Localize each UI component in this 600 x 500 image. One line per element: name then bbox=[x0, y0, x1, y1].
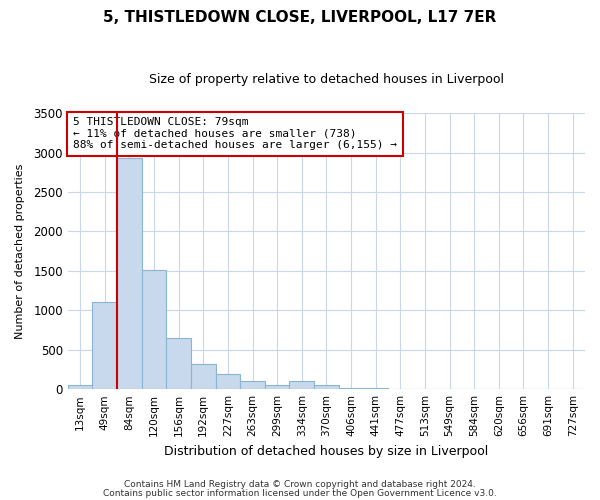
Bar bbox=[240, 382, 265, 389]
Bar bbox=[191, 364, 215, 389]
Text: 5, THISTLEDOWN CLOSE, LIVERPOOL, L17 7ER: 5, THISTLEDOWN CLOSE, LIVERPOOL, L17 7ER bbox=[103, 10, 497, 25]
Text: 5 THISTLEDOWN CLOSE: 79sqm
← 11% of detached houses are smaller (738)
88% of sem: 5 THISTLEDOWN CLOSE: 79sqm ← 11% of deta… bbox=[73, 117, 397, 150]
Bar bbox=[117, 158, 142, 389]
Bar bbox=[215, 374, 240, 389]
Text: Contains public sector information licensed under the Open Government Licence v3: Contains public sector information licen… bbox=[103, 488, 497, 498]
Bar bbox=[68, 385, 92, 389]
Bar bbox=[142, 270, 166, 389]
Text: Contains HM Land Registry data © Crown copyright and database right 2024.: Contains HM Land Registry data © Crown c… bbox=[124, 480, 476, 489]
X-axis label: Distribution of detached houses by size in Liverpool: Distribution of detached houses by size … bbox=[164, 444, 488, 458]
Bar bbox=[339, 388, 364, 389]
Bar bbox=[166, 338, 191, 389]
Title: Size of property relative to detached houses in Liverpool: Size of property relative to detached ho… bbox=[149, 72, 504, 86]
Y-axis label: Number of detached properties: Number of detached properties bbox=[15, 164, 25, 339]
Bar bbox=[364, 388, 388, 389]
Bar bbox=[92, 302, 117, 389]
Bar bbox=[314, 385, 339, 389]
Bar bbox=[289, 382, 314, 389]
Bar bbox=[265, 385, 289, 389]
